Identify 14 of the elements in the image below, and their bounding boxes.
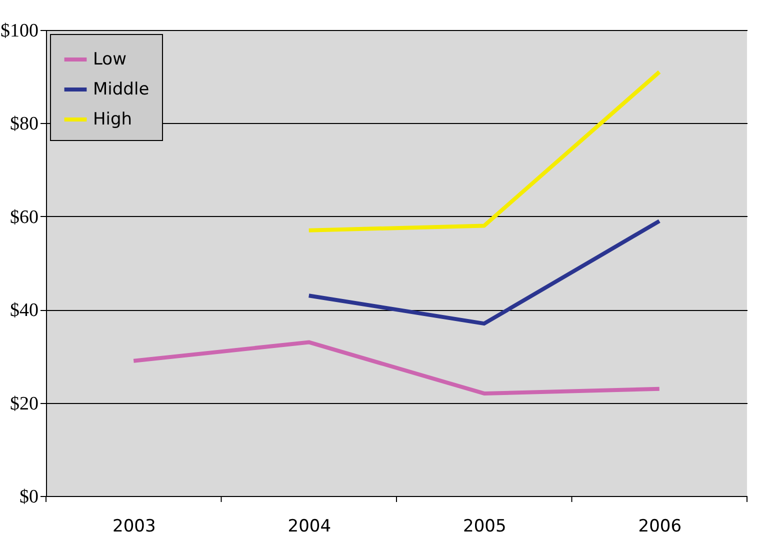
line-series: [132, 340, 662, 396]
y-tick-label: $20: [10, 393, 38, 414]
x-tick-label: 2005: [462, 516, 506, 536]
y-tick-label: $60: [10, 206, 38, 228]
y-tick-label: $80: [10, 114, 38, 135]
x-tick-label: 2004: [288, 516, 332, 536]
y-tick-label: $100: [0, 20, 38, 42]
y-tick-label: $40: [10, 300, 38, 322]
legend-label: Low: [93, 50, 127, 70]
legend-label: High: [93, 110, 132, 130]
x-tick-label: 2003: [112, 516, 156, 536]
y-tick-label: $0: [20, 486, 38, 508]
legend-label: Middle: [93, 80, 150, 100]
x-tick-label: 2006: [638, 516, 682, 536]
